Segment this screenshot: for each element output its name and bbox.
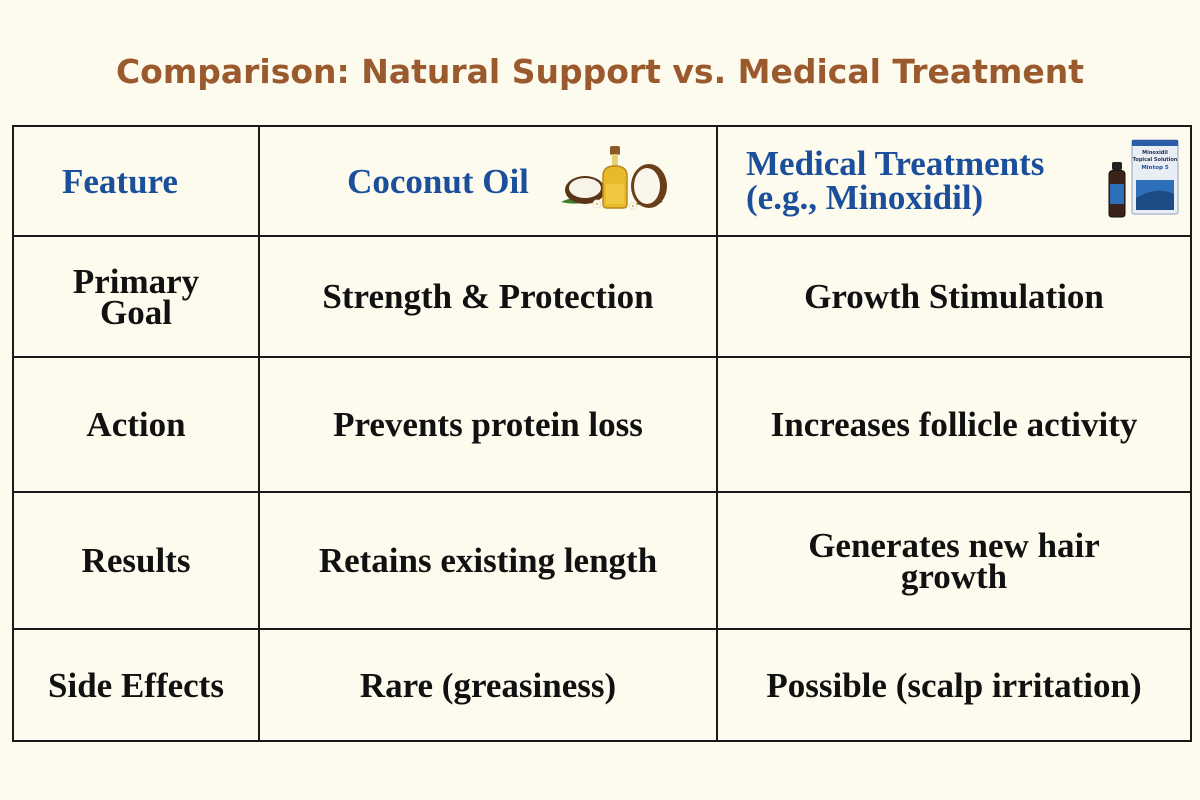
table-row: Primary Goal Strength & Protection Growt… xyxy=(12,235,1192,358)
row-feature-line1: Primary xyxy=(72,261,200,301)
header-feature: Feature xyxy=(12,125,260,237)
comparison-table: Feature Coconut Oil xyxy=(12,125,1192,742)
product-brand-line1: Minoxidil xyxy=(1142,150,1168,156)
table-row: Results Retains existing length Generate… xyxy=(12,491,1192,630)
row-medical-value: Generates new hair growth xyxy=(716,491,1192,630)
header-medical-line1: Medical Treatments xyxy=(746,144,1045,183)
row-coconut-value: Prevents protein loss xyxy=(258,356,718,493)
product-brand-line3: Mintop 5 xyxy=(1141,165,1169,171)
row-coconut-value: Rare (greasiness) xyxy=(258,628,718,742)
header-medical-label: Medical Treatments (e.g., Minoxidil) xyxy=(746,144,1045,217)
row-medical-value: Possible (scalp irritation) xyxy=(716,628,1192,742)
row-feature: Primary Goal xyxy=(12,235,260,358)
header-medical-treatments: Medical Treatments (e.g., Minoxidil) Min… xyxy=(716,125,1192,237)
header-feature-label: Feature xyxy=(62,161,178,201)
row-feature: Action xyxy=(12,356,260,493)
table-row: Action Prevents protein loss Increases f… xyxy=(12,356,1192,493)
row-coconut-value: Strength & Protection xyxy=(258,235,718,358)
row-feature: Results xyxy=(12,491,260,630)
table-row: Side Effects Rare (greasiness) Possible … xyxy=(12,628,1192,742)
row-medical-line2: growth xyxy=(900,556,1008,596)
coconut-oil-bottle-icon xyxy=(557,144,669,218)
page-title: Comparison: Natural Support vs. Medical … xyxy=(115,52,1085,91)
header-coconut-oil: Coconut Oil xyxy=(258,125,718,237)
product-brand-line2: Topical Solution xyxy=(1133,157,1178,163)
minoxidil-bottle-icon: Minoxidil Topical Solution Mintop 5 xyxy=(1106,138,1182,224)
row-medical-line1: Generates new hair xyxy=(808,525,1100,565)
table-header-row: Feature Coconut Oil xyxy=(12,125,1192,237)
header-coconut-label: Coconut Oil xyxy=(347,161,529,201)
row-feature: Side Effects xyxy=(12,628,260,742)
row-medical-value: Increases follicle activity xyxy=(716,356,1192,493)
row-medical-value: Growth Stimulation xyxy=(716,235,1192,358)
header-medical-line2: (e.g., Minoxidil) xyxy=(746,178,984,217)
row-feature-line2: Goal xyxy=(100,292,172,332)
row-coconut-value: Retains existing length xyxy=(258,491,718,630)
